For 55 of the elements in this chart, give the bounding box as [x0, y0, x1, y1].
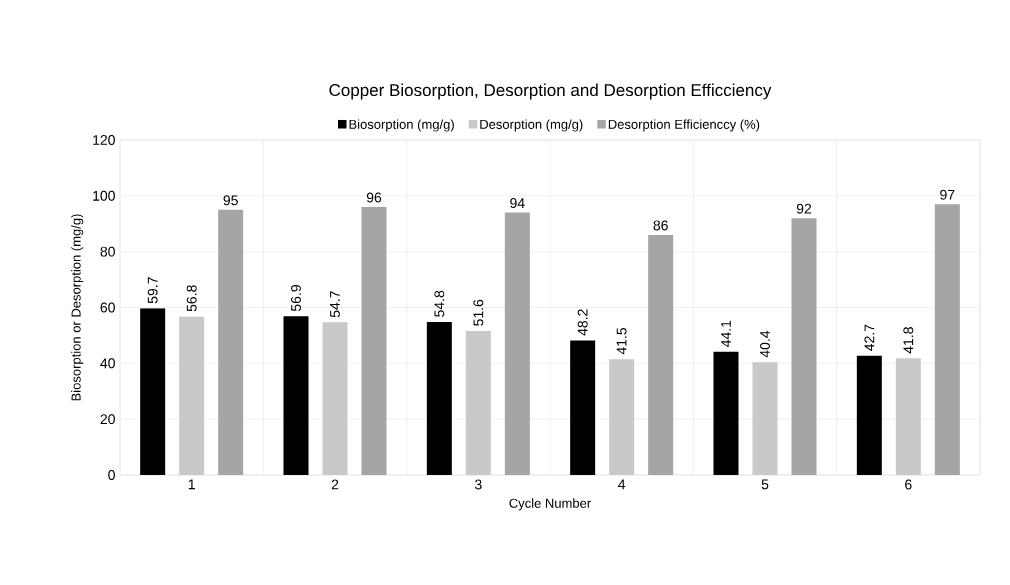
data-label: 59.7 [147, 277, 158, 304]
legend-label: Biosorption (mg/g) [349, 119, 454, 132]
data-label: 92 [796, 203, 812, 214]
x-tick-label: 5 [761, 479, 769, 490]
bar [934, 204, 960, 475]
data-label: 42.7 [864, 324, 875, 351]
chart-title: Copper Biosorption, Desorption and Desorption Efficciency [329, 83, 772, 100]
bar [322, 322, 348, 475]
data-label: 40.4 [760, 330, 770, 358]
data-label: 54.7 [330, 291, 340, 318]
bar [179, 316, 205, 475]
bar [426, 322, 452, 475]
y-tick-label: 20 [100, 414, 115, 425]
data-label: 94 [510, 198, 525, 209]
x-tick-label: 4 [618, 479, 626, 490]
y-tick-label: 100 [93, 190, 115, 201]
bar [713, 351, 739, 475]
x-tick-label: 3 [474, 479, 482, 490]
bar [570, 340, 596, 475]
x-tick-label: 2 [331, 479, 339, 490]
bar [504, 212, 530, 475]
bar [218, 209, 244, 475]
y-tick-label: 60 [100, 302, 115, 313]
bar [609, 359, 635, 475]
bar [648, 234, 674, 475]
bar [283, 316, 309, 475]
y-tick-label: 0 [108, 470, 115, 480]
x-axis-title: Cycle Number [509, 498, 591, 511]
bar [791, 218, 817, 475]
legend-label: Desorption (mg/g) [480, 119, 583, 132]
y-tick-label: 120 [93, 135, 115, 145]
bar [856, 355, 882, 475]
data-label: 56.8 [186, 285, 197, 312]
x-tick-label: 6 [905, 479, 912, 490]
y-tick-label: 40 [100, 358, 115, 369]
bar [140, 308, 166, 475]
legend-label: Desorption Efficienccy (%) [608, 119, 760, 132]
data-label: 41.5 [616, 327, 627, 355]
data-label: 95 [223, 195, 238, 206]
y-tick-label: 80 [100, 246, 115, 257]
bar [752, 362, 778, 475]
data-label: 96 [366, 192, 382, 203]
data-label: 44.1 [721, 320, 731, 348]
data-label: 41.8 [903, 327, 914, 354]
y-axis-title: Biosorption or Desorption (mg/g) [71, 214, 84, 401]
data-label: 51.6 [473, 299, 484, 326]
bar [895, 358, 921, 475]
bar [361, 206, 387, 475]
data-label: 48.2 [577, 309, 588, 336]
x-tick-label: 1 [188, 479, 195, 490]
bar [465, 330, 491, 475]
data-label: 56.9 [291, 285, 301, 312]
data-label: 86 [653, 220, 668, 231]
data-label: 54.8 [434, 290, 445, 317]
data-label: 97 [940, 189, 955, 200]
